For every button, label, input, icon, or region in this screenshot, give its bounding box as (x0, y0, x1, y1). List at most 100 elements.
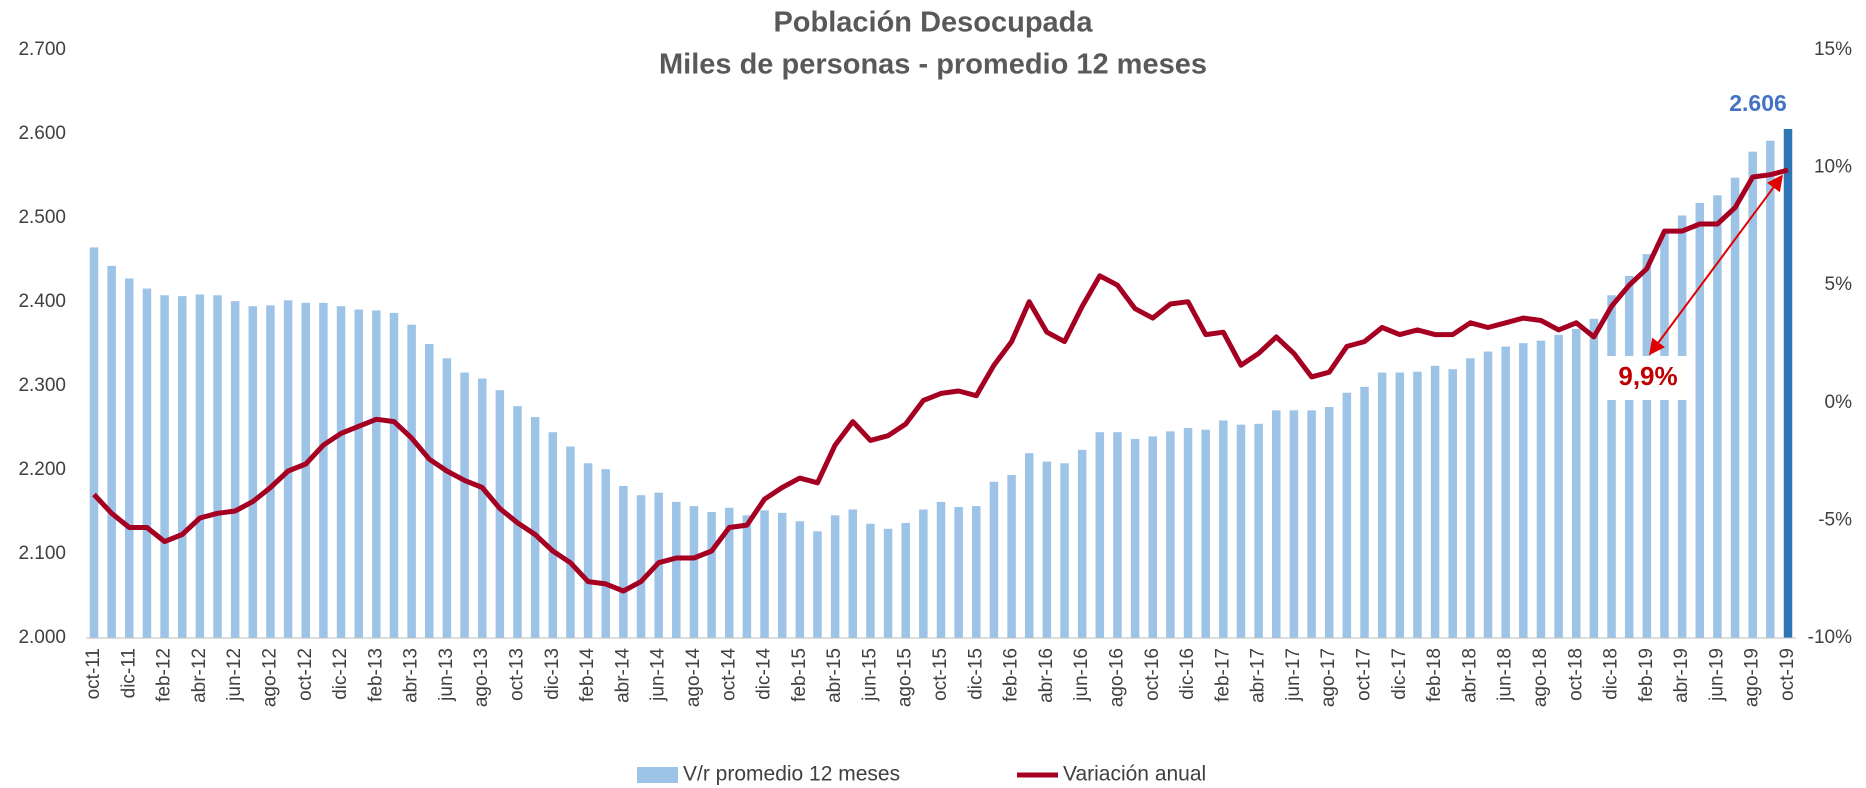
bar (1201, 429, 1210, 638)
x-tick-label: ago-19 (1742, 648, 1763, 707)
bar (425, 344, 434, 638)
x-tick-label: oct-17 (1354, 648, 1375, 701)
y-tick-label: 2.100 (18, 543, 66, 564)
y-tick-label: 2.400 (18, 291, 66, 312)
bar (760, 510, 769, 638)
y2-tick-label: 15% (1814, 39, 1852, 60)
x-tick-label: dic-12 (330, 648, 351, 700)
y-tick-label: 2.300 (18, 375, 66, 396)
bar (1183, 428, 1193, 638)
bar (777, 512, 787, 638)
bar (1095, 432, 1105, 638)
bar (125, 278, 134, 638)
bar (1130, 438, 1140, 638)
legend-swatch (637, 767, 678, 783)
bar (248, 306, 258, 638)
x-tick-label: feb-19 (1636, 648, 1657, 702)
x-tick-label: feb-14 (577, 648, 598, 702)
bar (1113, 432, 1122, 638)
bar (389, 312, 399, 638)
x-tick-label: abr-14 (612, 648, 633, 703)
x-tick-label: feb-15 (789, 648, 810, 702)
x-tick-label: feb-17 (1212, 648, 1233, 702)
x-tick-label: oct-13 (507, 648, 528, 701)
x-tick-label: oct-15 (930, 648, 951, 701)
bar (919, 509, 928, 638)
x-tick-label: dic-15 (965, 648, 986, 700)
bar-value-label: 2.606 (1729, 90, 1787, 116)
bar (107, 265, 116, 638)
x-tick-label: ago-14 (683, 648, 704, 708)
bar (566, 446, 575, 638)
bar (548, 432, 558, 638)
y2-tick-label: 10% (1814, 157, 1852, 178)
y-tick-label: 2.500 (18, 207, 66, 228)
bar (230, 301, 240, 638)
x-tick-label: jun-17 (1283, 648, 1304, 702)
bar (1060, 463, 1069, 638)
bar (1589, 318, 1599, 638)
x-tick-label: feb-13 (365, 648, 386, 702)
bar (1042, 461, 1052, 638)
bar (583, 463, 593, 638)
x-tick-label: abr-12 (189, 648, 210, 703)
bar (1077, 449, 1087, 638)
bar (266, 305, 275, 638)
y-tick-label: 2.700 (18, 39, 66, 60)
x-tick-label: abr-16 (1036, 648, 1057, 703)
y2-tick-label: -5% (1818, 509, 1852, 530)
bar (160, 295, 169, 638)
x-tick-label: feb-16 (1001, 648, 1022, 702)
bar (1713, 195, 1722, 638)
bar (1483, 351, 1493, 638)
x-tick-label: ago-16 (1106, 648, 1127, 707)
x-tick-label: oct-16 (1142, 648, 1163, 701)
bar (495, 390, 505, 638)
bar (619, 485, 628, 638)
bar (530, 417, 540, 638)
bar (319, 302, 328, 638)
line (92, 167, 1789, 594)
bar (1413, 371, 1422, 638)
bar (372, 310, 381, 638)
bar (407, 324, 416, 638)
bar (1660, 233, 1669, 638)
bar (883, 528, 893, 638)
x-tick-label: ago-18 (1530, 648, 1551, 707)
bar (477, 378, 487, 638)
x-tick-label: dic-14 (754, 648, 775, 700)
bar (1360, 386, 1369, 638)
bar (1554, 334, 1563, 638)
bar (177, 296, 187, 638)
bar (636, 495, 646, 638)
y-tick-label: 2.200 (18, 459, 66, 480)
x-tick-label: oct-11 (83, 648, 104, 699)
bar (1501, 346, 1510, 638)
bar (195, 294, 205, 638)
bar (795, 521, 805, 638)
bar (601, 469, 610, 638)
bar (1695, 202, 1705, 638)
y-tick-label: 2.600 (18, 123, 66, 144)
x-tick-label: dic-11 (118, 648, 139, 698)
x-tick-label: oct-19 (1777, 648, 1798, 701)
bar (89, 247, 99, 638)
y2-tick-label: -10% (1808, 627, 1852, 648)
x-tick-label: jun-19 (1706, 648, 1727, 702)
x-tick-label: abr-17 (1248, 648, 1269, 703)
x-tick-label: ago-15 (895, 648, 916, 707)
bar (707, 512, 716, 638)
bar (1024, 453, 1034, 638)
x-tick-label: dic-13 (542, 648, 563, 700)
bar (1677, 215, 1687, 639)
x-tick-label: abr-15 (824, 648, 845, 703)
bar (354, 309, 363, 638)
x-tick-label: jun-13 (436, 648, 457, 702)
bar (1236, 424, 1246, 638)
x-tick-label: jun-18 (1495, 648, 1516, 702)
x-tick-label: abr-13 (401, 648, 422, 703)
x-tick-label: dic-16 (1177, 648, 1198, 700)
bar (460, 372, 469, 638)
chart-title: Población Desocupada (773, 7, 1093, 39)
